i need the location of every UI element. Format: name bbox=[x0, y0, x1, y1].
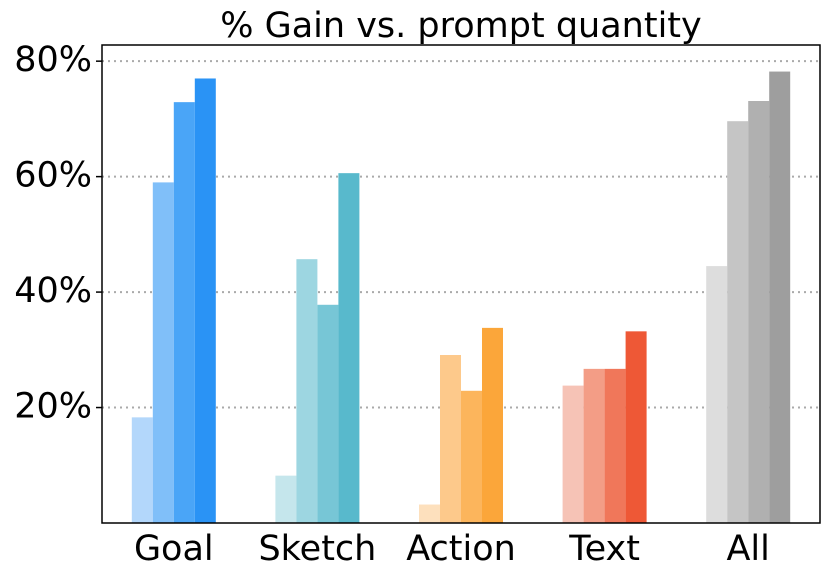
x-tick-label: Goal bbox=[134, 529, 214, 569]
bar bbox=[419, 504, 440, 523]
y-tick-label: 40% bbox=[14, 271, 92, 311]
bar bbox=[769, 71, 791, 524]
bar bbox=[173, 102, 195, 524]
bar bbox=[461, 390, 482, 523]
x-tick-label: Text bbox=[568, 529, 640, 569]
y-tick-label: 60% bbox=[14, 156, 92, 196]
bar bbox=[562, 385, 584, 523]
bar bbox=[131, 417, 153, 523]
bar bbox=[583, 368, 605, 523]
bar bbox=[440, 355, 461, 523]
bar bbox=[625, 331, 647, 523]
bar bbox=[152, 182, 174, 524]
x-tick-label: All bbox=[726, 529, 769, 569]
bar bbox=[706, 266, 728, 523]
bar bbox=[482, 327, 503, 523]
y-tick-label: 80% bbox=[14, 40, 92, 80]
x-tick-label: Sketch bbox=[258, 529, 376, 569]
bar bbox=[604, 368, 626, 523]
bar bbox=[275, 475, 297, 523]
bar bbox=[194, 78, 216, 523]
bar bbox=[748, 100, 770, 523]
bar bbox=[727, 121, 749, 524]
chart-title: % Gain vs. prompt quantity bbox=[220, 6, 702, 46]
plot-frame bbox=[101, 44, 821, 524]
bar bbox=[317, 304, 339, 523]
bar bbox=[338, 173, 360, 523]
x-tick-label: Action bbox=[406, 529, 516, 569]
y-tick-label: 20% bbox=[14, 387, 92, 427]
bar bbox=[296, 259, 318, 523]
